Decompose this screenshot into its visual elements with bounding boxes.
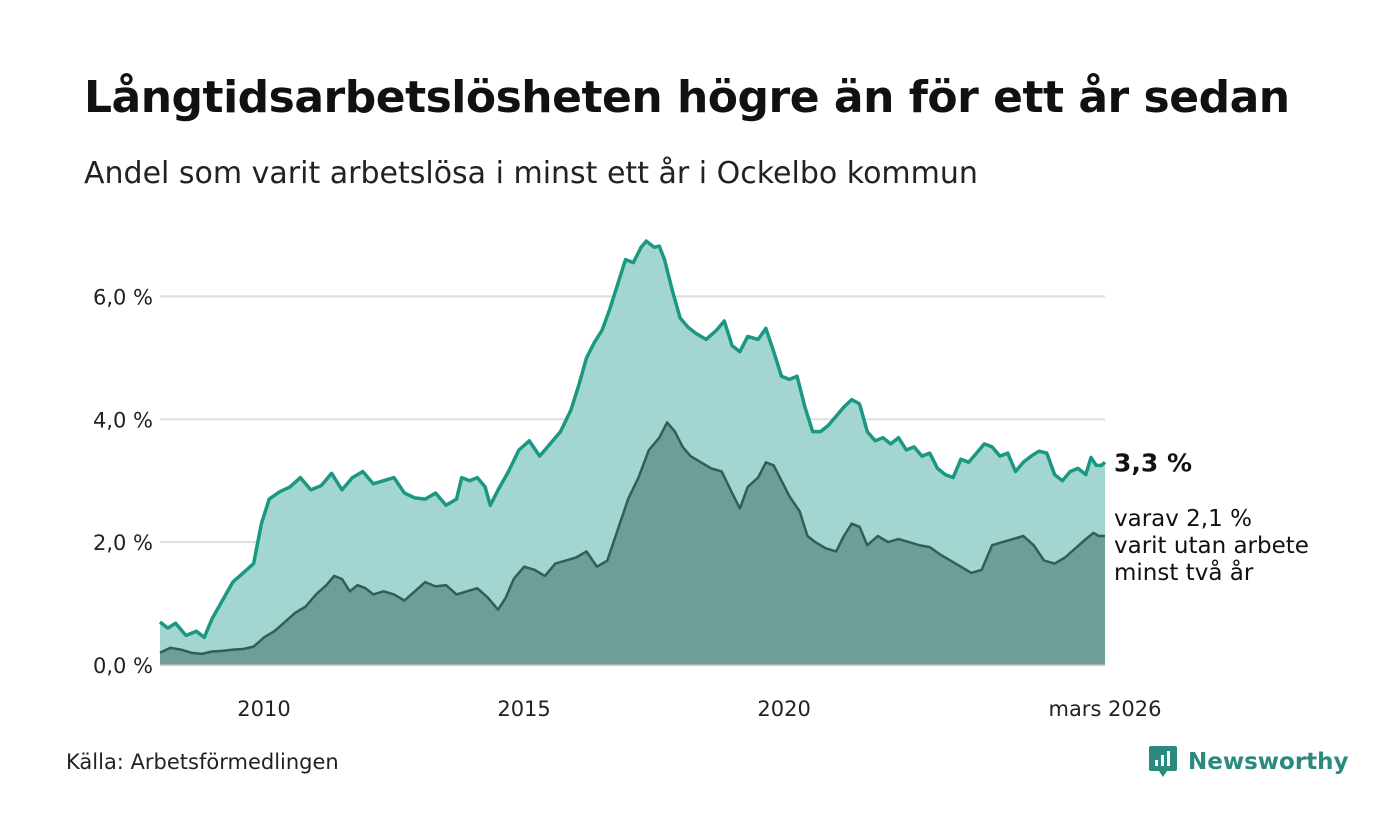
line-series-1 — [158, 239, 1107, 640]
end-label-two-years-line: varav 2,1 % — [1114, 506, 1252, 532]
x-tick-label: 2015 — [497, 697, 550, 721]
x-tick-label: 2020 — [757, 697, 810, 721]
source-note: Källa: Arbetsförmedlingen — [66, 750, 339, 774]
y-tick-label: 0,0 % — [93, 654, 153, 678]
y-tick-label: 6,0 % — [93, 285, 153, 309]
chart-title: Långtidsarbetslösheten högre än för ett … — [84, 72, 1290, 123]
line-series-2 — [159, 421, 1105, 656]
x-tick-label: mars 2026 — [1048, 697, 1161, 721]
newsworthy-logo-icon — [1149, 746, 1177, 777]
end-label-two-years-line: varit utan arbete — [1114, 533, 1309, 559]
chart-subtitle: Andel som varit arbetslösa i minst ett å… — [84, 156, 978, 191]
end-label-two-years-line: minst två år — [1114, 558, 1254, 586]
y-tick-label: 4,0 % — [93, 408, 153, 432]
x-tick-label: 2010 — [237, 697, 290, 721]
end-label-total: 3,3 % — [1114, 448, 1192, 477]
brand-logo: Newsworthy — [1148, 744, 1349, 780]
y-tick-label: 2,0 % — [93, 531, 153, 555]
area-series-2 — [160, 422, 1105, 665]
brand-name: Newsworthy — [1188, 749, 1349, 775]
